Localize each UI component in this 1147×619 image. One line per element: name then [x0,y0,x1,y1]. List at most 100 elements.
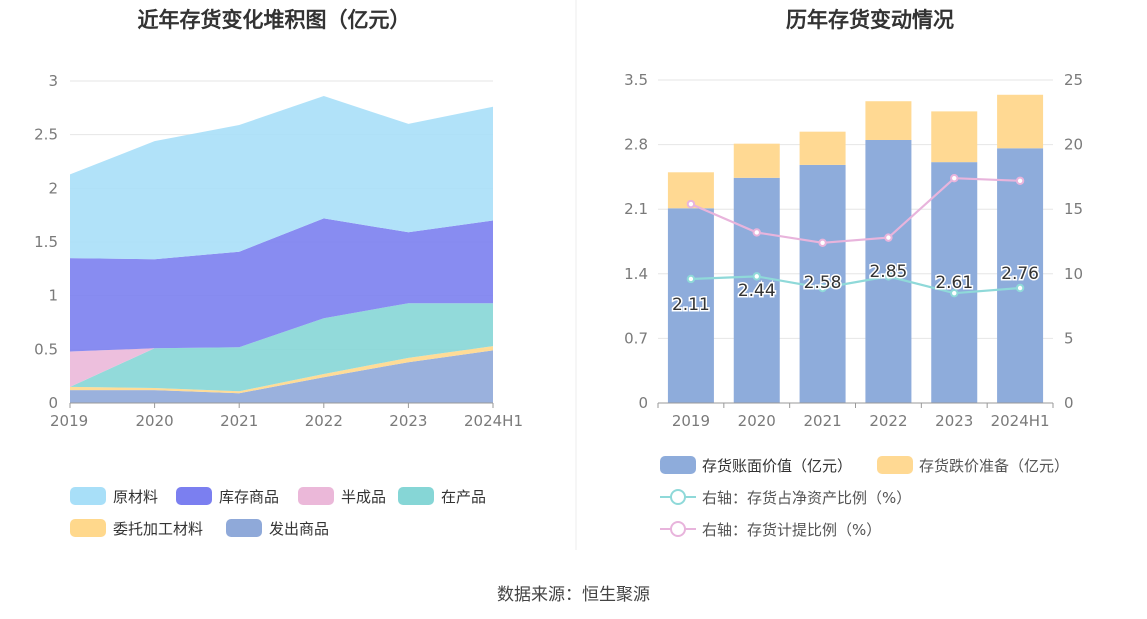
bar-存货跌价准备（亿元） [733,143,780,178]
legend-item[interactable]: 存货账面价值（亿元） [660,456,852,475]
data-source: 数据来源：恒生聚源 [497,585,650,605]
line-point [686,199,696,209]
x-tick-label: 2024H1 [464,412,523,430]
bar-存货账面价值（亿元） [667,208,714,403]
bar-存货跌价准备（亿元） [799,131,846,165]
legend-item[interactable]: 在产品 [398,487,486,506]
line-point [950,288,959,298]
x-tick-label: 2020 [136,412,174,430]
legend-item[interactable]: 右轴：存货占净资产比例（%） [660,489,911,507]
legend-swatch [226,519,262,537]
legend-item[interactable]: 发出商品 [226,519,329,538]
legend-swatch [877,456,913,474]
legend-swatch [70,487,106,505]
line-point [752,272,761,281]
y-tick-label: 2.5 [34,126,58,144]
line-point [884,233,893,242]
bar-value-label: 2.85 [869,262,907,282]
left-chart-title: 近年存货变化堆积图（亿元） [138,8,411,32]
bar-存货账面价值（亿元） [865,139,912,403]
x-tick-label: 2019 [50,412,88,430]
x-tick-label: 2019 [672,412,710,430]
line-右轴：存货占净资产比例（%） [690,275,1021,295]
area-委托加工材料 [70,346,493,394]
legend-label: 右轴：存货占净资产比例（%） [702,489,911,507]
area-发出商品 [70,350,493,403]
legend-label: 库存商品 [219,488,279,506]
right-chart-title: 历年存货变动情况 [786,8,954,32]
legend-label: 原材料 [113,488,158,506]
legend-item[interactable]: 存货跌价准备（亿元） [877,456,1069,475]
legend-item[interactable]: 原材料 [70,487,158,506]
line-point [950,173,959,183]
y-right-tick-label: 5 [1064,329,1074,347]
bar-value-label: 2.61 [935,273,973,293]
bar-value-label: 2.76 [1001,264,1039,284]
line-point [884,272,893,281]
bar-存货账面价值（亿元） [931,162,978,403]
y-left-tick-label: 3.5 [624,71,648,89]
y-left-tick-label: 0 [638,394,648,412]
legend-swatch [298,487,334,505]
y-left-tick-label: 2.1 [624,200,648,218]
legend-item[interactable]: 委托加工材料 [70,519,203,538]
bar-存货跌价准备（亿元） [931,111,978,163]
legend-label: 发出商品 [269,520,329,538]
bar-value-label: 2.11 [672,295,710,315]
bar-存货账面价值（亿元） [997,148,1044,403]
line-point [752,228,761,237]
line-point [818,238,827,247]
legend-item[interactable]: 右轴：存货计提比例（%） [660,521,881,539]
legend-swatch [398,487,434,505]
legend-label: 半成品 [341,488,386,506]
y-tick-label: 1.5 [34,233,58,251]
line-右轴：存货计提比例（%） [690,177,1021,244]
line-point [818,283,827,293]
y-tick-label: 3 [48,72,58,90]
x-tick-label: 2023 [389,412,427,430]
bar-value-label: 2.58 [804,273,842,293]
line-point [1015,283,1025,293]
area-在产品 [70,303,493,392]
bar-line-chart: 历年存货变动情况 0 0.7 1.4 2.1 2.8 3.5 0 5 10 15 20 25 2.11 2.… [624,8,1083,539]
x-tick-label: 2022 [869,412,907,430]
legend-item[interactable]: 库存商品 [176,487,279,506]
bar-存货跌价准备（亿元） [997,94,1044,149]
x-tick-label: 2021 [220,412,258,430]
y-right-tick-label: 15 [1064,200,1083,218]
y-tick-label: 0.5 [34,340,58,358]
y-right-tick-label: 25 [1064,71,1083,89]
bar-存货跌价准备（亿元） [865,101,912,140]
y-left-tick-label: 2.8 [624,136,648,154]
y-right-tick-label: 20 [1064,136,1083,154]
y-tick-label: 0 [48,394,58,412]
legend-swatch [660,456,696,474]
x-tick-label: 2023 [935,412,973,430]
y-left-tick-label: 0.7 [624,329,648,347]
legend-item[interactable]: 半成品 [298,487,386,506]
x-tick-label: 2024H1 [991,412,1050,430]
line-point [686,274,696,284]
legend-label: 存货跌价准备（亿元） [919,457,1069,475]
x-tick-label: 2021 [803,412,841,430]
x-tick-label: 2020 [738,412,776,430]
y-tick-label: 1 [48,287,58,305]
stacked-area-chart: 近年存货变化堆积图（亿元） 0 0.5 1 1.5 2 2.5 3 2019 2020 2021 20… [34,8,523,538]
legend-label: 存货账面价值（亿元） [702,457,852,475]
y-right-tick-label: 10 [1064,265,1083,283]
y-left-tick-label: 1.4 [624,265,648,283]
y-right-tick-label: 0 [1064,394,1074,412]
legend-marker [670,521,686,537]
bar-存货账面价值（亿元） [733,177,780,403]
legend-label: 委托加工材料 [113,520,203,538]
area-库存商品 [70,218,493,352]
legend-label: 右轴：存货计提比例（%） [702,521,881,539]
legend-swatch [70,519,106,537]
legend-marker [670,489,686,505]
line-point [1015,176,1025,185]
legend-label: 在产品 [441,488,486,506]
area-原材料 [70,96,493,260]
x-tick-label: 2022 [305,412,343,430]
y-tick-label: 2 [48,179,58,197]
